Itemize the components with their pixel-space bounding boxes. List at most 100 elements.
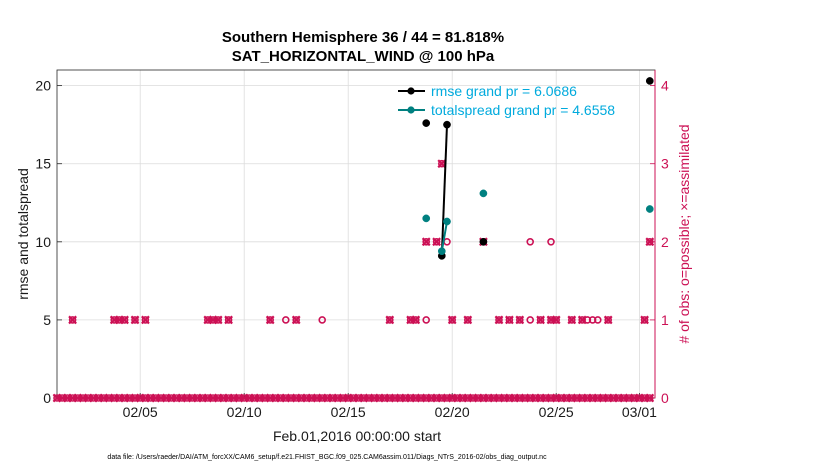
obs-assimilated-point — [411, 315, 421, 325]
obs-possible-point — [583, 394, 592, 402]
obs-possible-point — [146, 394, 155, 402]
chart-title: Southern Hemisphere 36 / 44 = 81.818% — [222, 29, 504, 46]
totalspread-point — [645, 205, 654, 213]
obs-possible-point — [152, 394, 160, 402]
obs-possible-point — [505, 394, 514, 402]
y2-tick-label: 2 — [661, 234, 669, 250]
obs-possible-point — [515, 316, 524, 324]
obs-possible-point — [422, 238, 431, 246]
obs-possible-point — [484, 394, 493, 402]
y-tick-label: 5 — [43, 312, 51, 328]
x-tick-label: 02/15 — [331, 404, 366, 420]
obs-possible-point — [645, 394, 654, 402]
x-tick-label: 03/01 — [622, 404, 657, 420]
obs-possible-point — [609, 394, 618, 402]
obs-possible-point — [204, 316, 212, 324]
y-axis-label: rmse and totalspread — [15, 168, 31, 300]
obs-possible-point — [458, 394, 467, 402]
obs-assimilated-point — [447, 315, 457, 325]
obs-possible-point — [115, 316, 124, 324]
obs-possible-point — [188, 394, 196, 402]
obs-possible-point — [536, 316, 545, 324]
obs-assimilated-point — [437, 159, 447, 169]
legend-label-rmse: rmse grand pr = 6.0686 — [431, 83, 577, 99]
y-axis-left: 0 5 10 15 20 — [35, 78, 62, 406]
obs-possible-point — [422, 316, 431, 324]
obs-possible-point — [250, 394, 259, 402]
obs-possible-point — [432, 238, 441, 246]
obs-assimilated-point — [567, 315, 577, 325]
obs-assimilated-point — [551, 315, 561, 325]
obs-possible-point — [162, 394, 170, 402]
obs-possible-point — [74, 394, 82, 402]
obs-possible-point — [115, 394, 124, 402]
obs-assimilated-point — [505, 315, 514, 325]
x-tick-label: 02/20 — [435, 404, 470, 420]
obs-possible-point — [131, 394, 139, 402]
obs-possible-point — [448, 394, 457, 402]
obs-possible-point — [240, 394, 248, 402]
obs-possible-point — [500, 394, 509, 402]
obs-possible-point — [292, 316, 301, 324]
obs-possible-point — [593, 316, 602, 324]
obs-possible-point — [209, 394, 217, 402]
obs-possible-point — [526, 238, 535, 246]
obs-possible-point — [344, 394, 353, 402]
obs-possible-point — [292, 394, 301, 402]
rmse-point — [645, 77, 654, 85]
legend-marker-totalspread — [407, 106, 415, 114]
obs-assimilated-point — [130, 315, 140, 325]
grid — [57, 70, 655, 399]
obs-possible-point — [432, 394, 441, 402]
obs-possible-point — [370, 394, 379, 402]
obs-possible-point — [120, 316, 129, 324]
obs-possible-point — [463, 316, 472, 324]
obs-possible-point — [448, 316, 457, 324]
obs-possible-point — [230, 394, 238, 402]
obs-possible-point — [396, 394, 405, 402]
footnote: data file: /Users/raeder/DAI/ATM_forcXX/… — [107, 454, 547, 461]
obs-assimilated-point — [463, 315, 473, 325]
obs-possible-point — [131, 316, 139, 324]
obs-possible-point — [302, 394, 311, 402]
obs-assimilated-point — [265, 315, 275, 325]
obs-assimilated-point — [645, 237, 655, 247]
chart-subtitle: SAT_HORIZONTAL_WIND @ 100 hPa — [232, 48, 495, 65]
obs-assimilated-point — [68, 315, 77, 325]
y-tick-label: 0 — [43, 390, 51, 406]
obs-assimilated-point — [577, 315, 587, 325]
obs-possible-point — [63, 394, 72, 402]
obs-count-markers — [52, 159, 655, 403]
obs-possible-point — [640, 316, 649, 324]
rmse-line — [440, 124, 448, 256]
obs-possible-point — [79, 394, 87, 402]
obs-possible-point — [380, 394, 389, 402]
x-tick-label: 02/10 — [227, 404, 262, 420]
obs-possible-point — [411, 316, 420, 324]
obs-possible-point — [474, 394, 483, 402]
totalspread-point — [422, 214, 431, 223]
obs-assimilated-point — [494, 315, 504, 325]
obs-possible-point — [89, 394, 98, 402]
obs-assimilated-point — [421, 237, 431, 247]
obs-assimilated-point — [603, 315, 613, 325]
y2-tick-label: 0 — [661, 390, 669, 406]
y-tick-label: 15 — [35, 156, 51, 172]
obs-possible-point — [209, 316, 217, 324]
obs-assimilated-point — [213, 315, 223, 325]
obs-possible-point — [505, 316, 514, 324]
rmse-point — [479, 237, 488, 246]
obs-possible-point — [100, 394, 108, 402]
obs-possible-point — [105, 394, 113, 402]
totalspread-point — [479, 189, 488, 198]
obs-possible-point — [604, 316, 613, 324]
obs-possible-point — [557, 394, 566, 402]
plot-frame — [56, 69, 656, 399]
obs-assimilated-point — [120, 315, 129, 325]
obs-assimilated-point — [141, 315, 150, 325]
obs-possible-point — [214, 394, 222, 402]
obs-possible-point — [224, 316, 233, 324]
y2-axis-label: # of obs: o=possible; ×=assimilated — [676, 124, 692, 343]
obs-possible-point — [183, 394, 191, 402]
obs-assimilated-point — [536, 315, 545, 325]
